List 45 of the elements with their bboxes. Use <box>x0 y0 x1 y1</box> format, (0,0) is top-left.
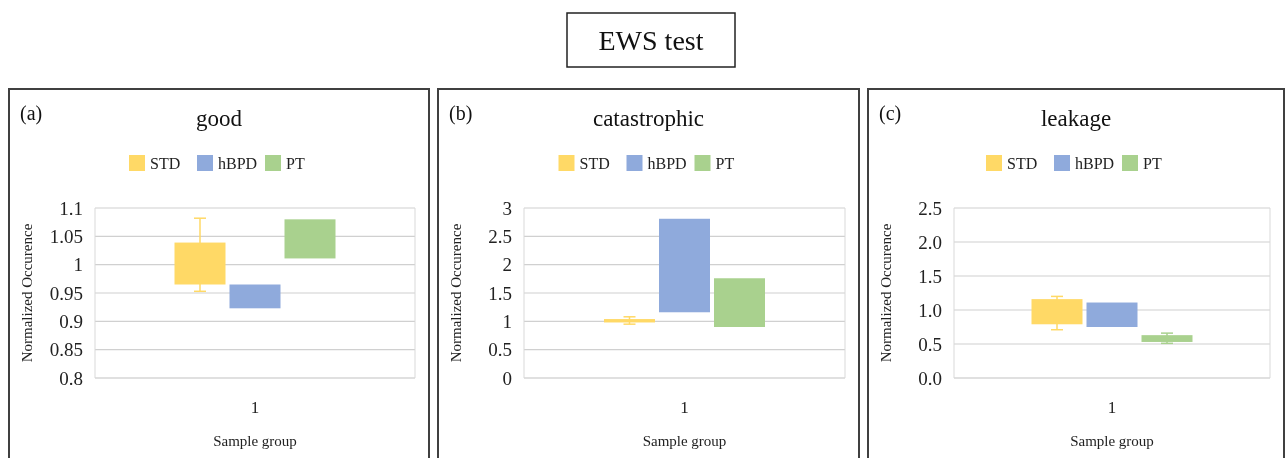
y-tick-label: 0.5 <box>488 339 512 361</box>
legend-label: PT <box>286 155 305 172</box>
legend-label: STD <box>1007 155 1038 172</box>
y-tick-label: 1 <box>502 310 512 332</box>
y-tick-label: 0.5 <box>918 333 942 355</box>
y-tick-label: 0.95 <box>49 282 83 304</box>
y-tick-label: 2 <box>502 254 512 276</box>
chart-title: leakage <box>1040 106 1112 131</box>
x-axis-title: Sample group <box>1070 433 1154 449</box>
y-tick-label: 0.9 <box>59 310 83 332</box>
legend-label: hBPD <box>647 155 687 172</box>
text: (b) <box>449 102 473 125</box>
y-tick-label: 1.5 <box>918 265 942 287</box>
y-tick-label: 1.0 <box>918 299 942 321</box>
x-tick-label: 1 <box>250 398 260 417</box>
y-tick-label: 1.1 <box>59 197 83 219</box>
y-tick-label: 0.8 <box>59 367 83 389</box>
legend-label: STD <box>150 155 181 172</box>
y-tick-label: 0 <box>502 367 512 389</box>
chart-title: good <box>196 106 243 131</box>
y-tick-label: 2.5 <box>488 225 512 247</box>
x-tick-label: 1 <box>680 398 689 417</box>
y-tick-label: 1 <box>73 254 83 276</box>
y-tick-label: 0.85 <box>49 339 83 361</box>
y-tick-label: 3 <box>502 197 512 219</box>
y-tick-label: 1.5 <box>488 282 512 304</box>
y-tick-label: 1.05 <box>49 225 83 247</box>
y-tick-label: 2.0 <box>918 231 942 253</box>
y-axis-title: Normalized Occurence <box>448 223 464 363</box>
legend-label: hBPD <box>218 155 258 172</box>
legend-label: PT <box>715 155 735 172</box>
y-axis-title: Normalized Occurence <box>878 223 894 363</box>
x-axis-title: Sample group <box>213 433 297 449</box>
y-tick-label: 2.5 <box>918 197 942 219</box>
text: (c) <box>879 102 902 125</box>
legend-label: STD <box>579 155 610 172</box>
y-tick-label: 0.0 <box>918 367 942 389</box>
text: (a) <box>20 102 43 125</box>
y-axis-title: Normalized Occurence <box>19 223 35 363</box>
text: EWS test <box>598 25 704 56</box>
chart-title: catastrophic <box>592 106 705 131</box>
legend-label: hBPD <box>1075 155 1115 172</box>
legend-label: PT <box>1143 155 1162 172</box>
x-tick-label: 1 <box>1107 398 1117 417</box>
x-axis-title: Sample group <box>642 433 727 449</box>
